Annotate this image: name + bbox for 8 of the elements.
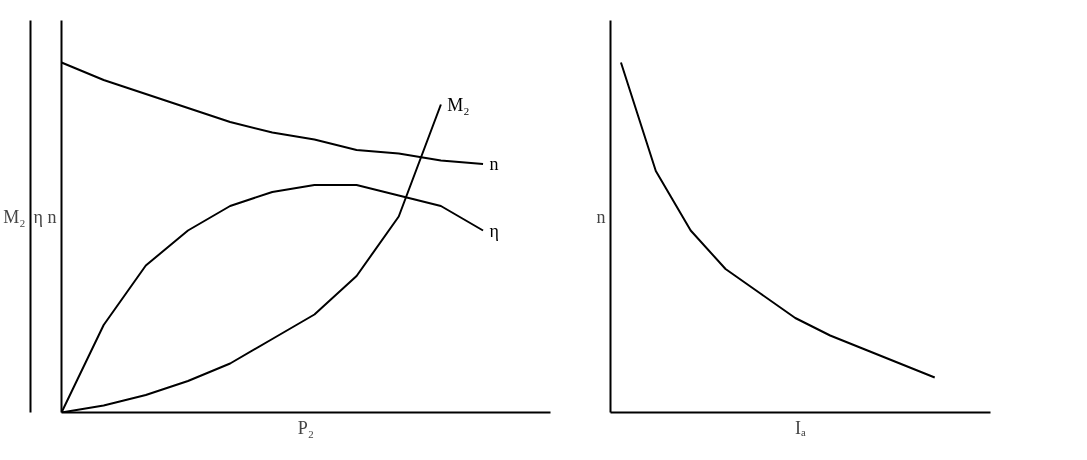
series-label: η <box>489 220 499 241</box>
x-axis-title: Iₐ <box>795 417 807 438</box>
series-label: M₂ <box>447 94 470 115</box>
y2-axis-title: M₂ <box>3 206 26 227</box>
y-axis-title: n <box>596 206 606 227</box>
x-axis-title: P₂ <box>297 417 315 438</box>
series-label: n <box>489 154 499 174</box>
y-axis-title: η n <box>33 206 57 227</box>
